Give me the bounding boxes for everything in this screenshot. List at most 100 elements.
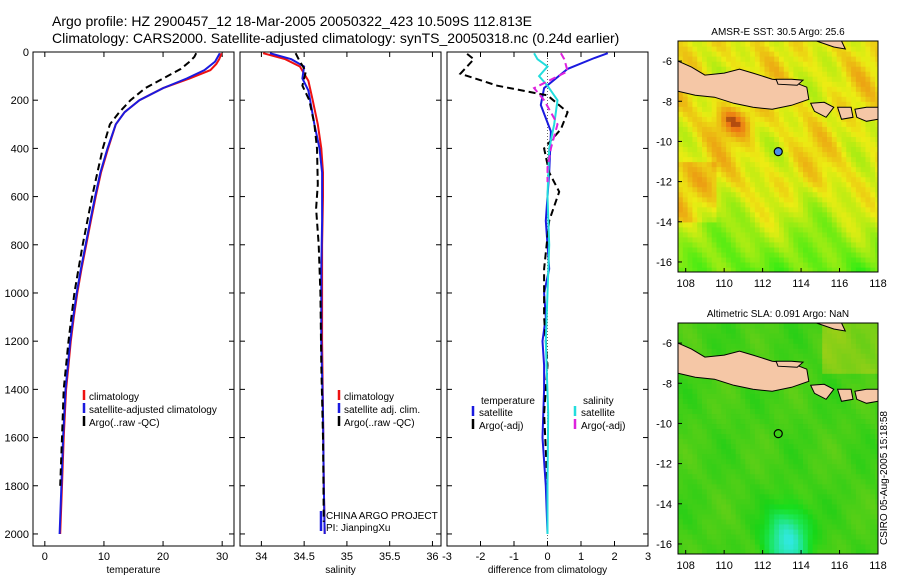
map-cell [841, 96, 847, 102]
map-cell [846, 448, 852, 455]
map-cell [803, 468, 809, 475]
map-cell [827, 368, 833, 374]
map-cell [788, 433, 795, 440]
map-cell [721, 121, 727, 127]
map-cell [726, 433, 732, 440]
map-cell [827, 131, 833, 138]
map-cell [851, 508, 857, 515]
map-cell [759, 448, 766, 455]
map-cell [745, 528, 751, 535]
map-cell [846, 453, 852, 460]
map-cell [855, 121, 862, 127]
map-cell [855, 201, 862, 208]
map-cell [730, 161, 737, 168]
map-cell [817, 473, 823, 480]
map-cell [812, 171, 819, 178]
map-cell [692, 323, 698, 329]
map-cell [759, 106, 766, 112]
map-cell [735, 448, 742, 455]
map-cell [831, 468, 838, 475]
map-cell [870, 96, 876, 102]
map-cell [841, 523, 847, 530]
map-cell [769, 483, 775, 490]
x-tick-label: 116 [831, 560, 849, 572]
figure-title-line2: Climatology: CARS2000. Satellite-adjuste… [52, 30, 620, 46]
map-cell [754, 403, 761, 409]
map-cell [827, 121, 833, 127]
map-cell [817, 231, 823, 238]
x-tick-label: 118 [869, 560, 887, 572]
map-cell [692, 523, 698, 530]
map-cell [711, 171, 718, 178]
map-cell [827, 438, 833, 445]
map-cell [764, 61, 770, 67]
map-cell [875, 206, 878, 213]
map-cell [711, 473, 718, 480]
map-cell [716, 398, 722, 404]
map-cell [798, 408, 804, 415]
map-cell [716, 211, 722, 218]
map-cell [860, 176, 867, 183]
map-cell [716, 328, 722, 334]
map-cell [855, 353, 862, 359]
map-cell [817, 498, 823, 505]
map-cell [764, 333, 770, 339]
map-cell [822, 408, 828, 415]
map-cell [726, 231, 732, 238]
map-cell [807, 388, 814, 394]
map-cell [759, 56, 766, 62]
map-cell [697, 196, 703, 203]
map-cell [697, 413, 703, 420]
map-cell [764, 216, 770, 223]
map-cell [870, 181, 876, 188]
map-cell [754, 438, 761, 445]
map-cell [783, 196, 790, 203]
map-cell [702, 403, 708, 409]
map-cell [851, 398, 857, 404]
map-cell [779, 256, 785, 263]
map-cell [855, 323, 862, 329]
map-cell [783, 262, 790, 268]
map-cell [807, 483, 814, 490]
map-cell [841, 373, 847, 379]
map-cell [812, 423, 819, 430]
map-cell [841, 333, 847, 339]
map-cell [875, 141, 878, 148]
map-cell [779, 544, 785, 550]
map-cell [678, 533, 684, 540]
map-cell [831, 86, 838, 92]
x-tick-label: 118 [869, 278, 887, 290]
map-cell [822, 498, 828, 505]
map-cell [822, 181, 828, 188]
map-cell [870, 478, 876, 485]
map-cell [721, 478, 727, 485]
map-cell [769, 433, 775, 440]
map-cell [730, 458, 737, 465]
map-cell [730, 549, 737, 554]
map-cell [721, 262, 727, 268]
series-line-argo [59, 52, 198, 486]
map-cell [822, 226, 828, 233]
map-cell [764, 408, 770, 415]
map-cell [783, 338, 790, 344]
map-cell [812, 463, 819, 470]
map-cell [822, 438, 828, 445]
map-cell [846, 221, 852, 228]
map-cell [803, 473, 809, 480]
map-cell [803, 46, 809, 52]
map-cell [812, 448, 819, 455]
map-cell [812, 46, 819, 52]
map-cell [759, 473, 766, 480]
map-cell [860, 473, 867, 480]
map-cell [836, 483, 843, 490]
map-cell [855, 156, 862, 163]
map-cell [846, 338, 852, 344]
map-cell [865, 241, 871, 248]
map-cell [726, 181, 732, 188]
map-cell [836, 328, 843, 334]
map-cell [807, 116, 814, 122]
map-cell [817, 433, 823, 440]
map-cell [803, 338, 809, 344]
map-cell [841, 363, 847, 369]
map-cell [730, 241, 737, 248]
